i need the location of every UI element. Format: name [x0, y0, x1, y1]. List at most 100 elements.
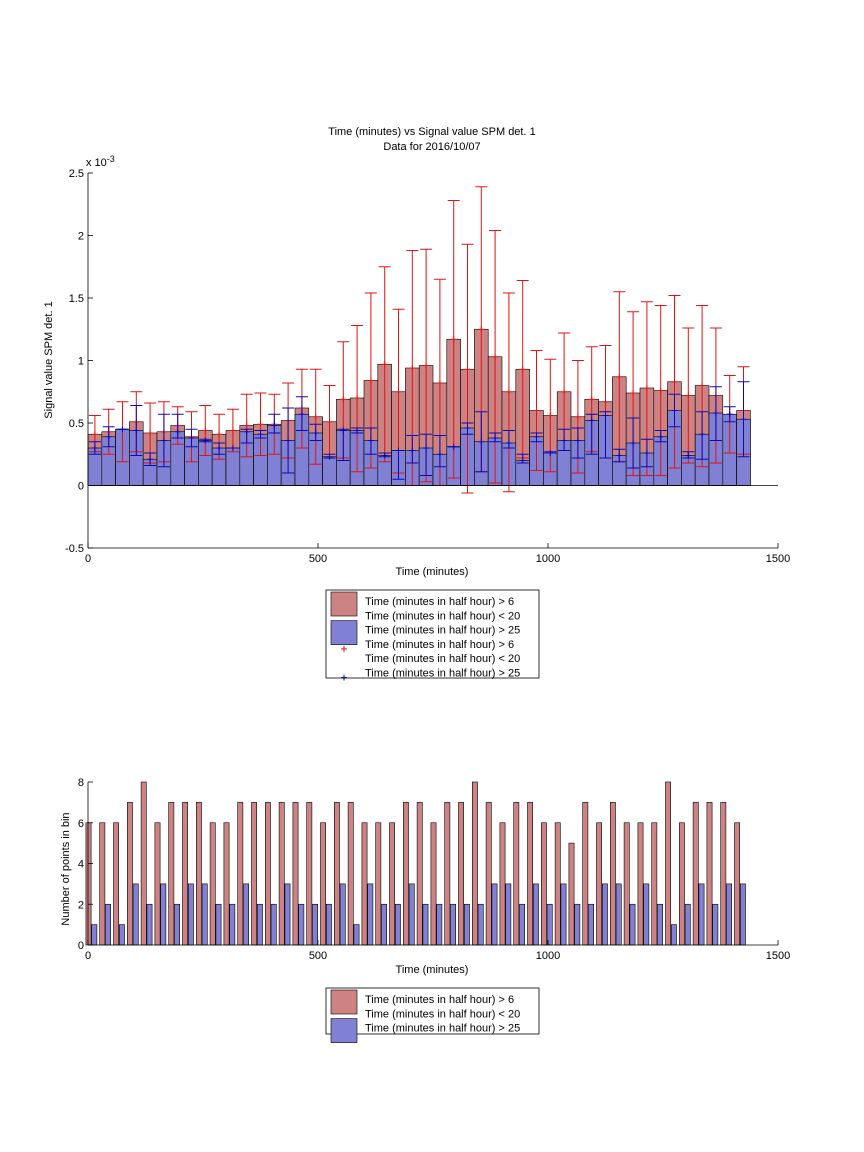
count-blue-bar [643, 883, 650, 946]
count-blue-bar [519, 903, 525, 946]
count-blue-bar [739, 883, 746, 946]
count-blue-bar [270, 903, 277, 946]
y-tick-label: -0.5 [65, 543, 84, 555]
x-tick-label: 1500 [766, 553, 790, 565]
blue-bar [225, 447, 241, 486]
count-blue-bar [174, 903, 180, 946]
signal-plot-area: -0.500.511.522.50 500 1000 1500 [65, 168, 790, 565]
chart-subtitle: Data for 2016/10/07 [383, 141, 480, 153]
signal-legend: Time (minutes in half hour) > 6 Time (min… [325, 589, 540, 681]
y-tick-label: 1 [78, 356, 84, 368]
count-red-bar [292, 802, 299, 946]
legend-box [325, 987, 540, 1035]
count-blue-bar [601, 883, 608, 946]
y-tick-label: 2.5 [69, 168, 84, 180]
count-blue-bar [146, 903, 153, 946]
count-red-bar [458, 802, 464, 946]
count-blue-bar [229, 903, 236, 946]
y-tick-label-count: 4 [78, 859, 84, 871]
count-legend: Time (minutes in half hour) > 6 Time (min… [325, 987, 540, 1043]
count-blue-bar [160, 883, 167, 946]
count-red-bar [692, 802, 699, 946]
count-plot-area: 0 2 4 6 8 0 500 1000 1500 [78, 777, 790, 962]
count-blue-bar [532, 883, 539, 946]
count-red-bar [471, 781, 478, 946]
count-red-bar [734, 822, 740, 946]
count-blue-bar [629, 903, 636, 946]
count-red-bar [609, 802, 616, 946]
chart-title: Time (minutes) vs Signal value SPM det. … [328, 126, 535, 138]
y-tick-label: 2 [78, 231, 84, 243]
count-red-bar [554, 822, 561, 946]
count-red-bar [320, 822, 326, 946]
legend-label: Time (minutes in half hour) > 6 [365, 639, 514, 651]
y-axis-label: Signal value SPM det. 1 [43, 301, 55, 418]
count-red-bar [678, 822, 685, 946]
count-blue-bar [491, 883, 498, 946]
count-red-bar [209, 822, 216, 946]
legend-label: Time (minutes in half hour) > 6 [365, 596, 514, 608]
count-blue-bar [450, 903, 456, 946]
count-red-bar [623, 822, 630, 946]
count-blue-bar [367, 883, 374, 946]
count-blue-bar [325, 903, 332, 946]
count-blue-bar [615, 883, 622, 946]
y-tick-label: 0.5 [69, 418, 84, 430]
legend-label: Time (minutes in half hour) > 25 [365, 625, 520, 637]
blue-bar [322, 456, 337, 486]
count-red-bar [347, 802, 354, 946]
count-red-bar [333, 802, 340, 946]
count-blue-bar [394, 903, 401, 946]
count-red-bar [637, 822, 644, 946]
count-blue-bar [215, 903, 222, 946]
count-blue-bar [132, 883, 139, 946]
count-blue-bar [408, 883, 415, 946]
count-blue-bar [463, 903, 470, 946]
blue-legend-swatch [330, 1018, 358, 1043]
count-red-bar [527, 802, 533, 946]
count-blue-bar [574, 903, 581, 946]
x-tick-label: 500 [309, 553, 327, 565]
red-legend-swatch [330, 591, 358, 617]
y-axis-label-count: Number of points in bin [60, 812, 72, 925]
x-tick-label-count: 1000 [536, 950, 560, 962]
blue-legend-swatch [330, 620, 358, 645]
count-red-bar [168, 802, 175, 946]
count-red-bar [416, 802, 423, 946]
red-legend-swatch [330, 989, 358, 1015]
count-red-bar [665, 781, 671, 946]
count-red-bar [237, 802, 244, 946]
count-red-bar [251, 802, 257, 946]
count-red-bar [113, 822, 119, 946]
count-blue-bar [698, 883, 705, 946]
count-red-bar [430, 822, 437, 946]
count-blue-bar [505, 883, 512, 946]
count-blue-bar [684, 903, 691, 946]
y-exponent-power: -3 [107, 154, 115, 164]
blue-bar [515, 460, 530, 486]
y-exponent-label: x 10-3 [86, 154, 115, 169]
count-chart: 0 2 4 6 8 0 500 1000 1500 Time (minutes) Number … [60, 777, 790, 1043]
count-blue-bar [712, 903, 719, 946]
count-red-bar [596, 822, 602, 946]
count-blue-bar [256, 903, 263, 946]
legend-label: Time (minutes in half hour) < 20 [365, 653, 520, 665]
count-blue-bar [726, 883, 732, 946]
count-red-bar [402, 802, 409, 946]
x-tick-label-count: 500 [309, 950, 327, 962]
count-blue-bar [588, 903, 594, 946]
count-red-bar [499, 822, 506, 946]
count-red-bar [375, 822, 382, 946]
count-blue-bar [298, 903, 305, 946]
count-red-bar [582, 802, 589, 946]
y-tick-label-count: 8 [78, 777, 84, 789]
x-axis-label-count: Time (minutes) [396, 964, 469, 976]
count-blue-bar [670, 924, 677, 946]
count-red-bar [85, 822, 92, 946]
count-blue-bar [201, 883, 208, 946]
y-tick-label: 1.5 [69, 293, 84, 305]
count-blue-bar [353, 924, 360, 946]
count-red-bar [540, 822, 547, 946]
count-red-bar [444, 802, 451, 946]
legend-label: Time (minutes in half hour) > 6 [365, 994, 514, 1006]
